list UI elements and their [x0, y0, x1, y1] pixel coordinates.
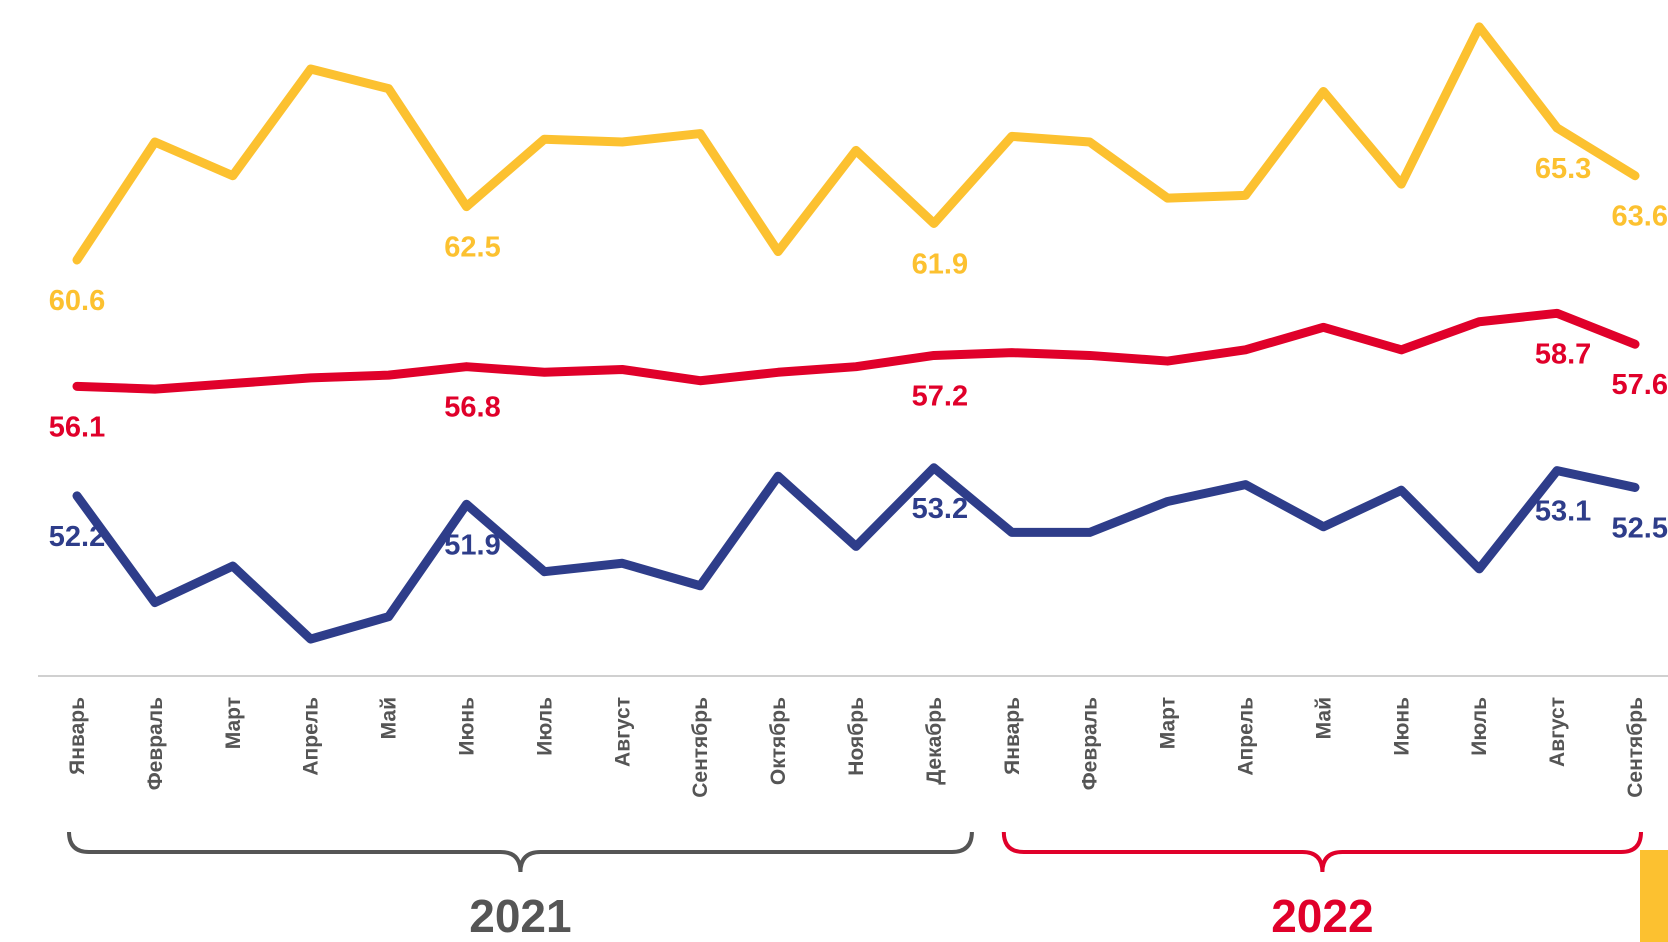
series-line: [72, 308, 1640, 394]
x-tick-label: Март: [222, 697, 245, 749]
x-tick-label: Май: [1312, 697, 1335, 739]
period-label: 2022: [1271, 890, 1373, 942]
x-tick-label: Август: [1546, 697, 1569, 767]
data-label: 56.1: [49, 411, 105, 443]
data-label: 65.3: [1535, 153, 1591, 185]
x-tick-label: Февраль: [1079, 697, 1102, 790]
x-tick-label: Июль: [1468, 697, 1491, 756]
data-label: 60.6: [49, 285, 105, 317]
x-tick-label: Август: [611, 697, 634, 767]
x-tick-label: Декабрь: [923, 697, 946, 785]
corner-decoration: [1640, 850, 1668, 942]
x-tick-label: Апрель: [300, 697, 323, 776]
x-tick-label: Март: [1157, 697, 1180, 749]
period-label: 2021: [469, 890, 571, 942]
data-label: 61.9: [912, 248, 968, 280]
data-label: 57.2: [912, 380, 968, 412]
data-label: 58.7: [1535, 338, 1591, 370]
x-tick-label: Июль: [533, 697, 556, 756]
data-label: 57.6: [1612, 369, 1668, 401]
x-tick-label: Ноябрь: [845, 697, 868, 776]
period-bracket: [67, 831, 974, 873]
data-label: 63.6: [1612, 201, 1668, 233]
data-label: 52.2: [49, 521, 105, 553]
series-line: [72, 22, 1640, 265]
x-tick-label: Май: [378, 697, 401, 739]
data-label: 53.2: [912, 493, 968, 525]
x-tick-label: Январь: [1001, 697, 1024, 775]
x-tick-label: Июнь: [456, 697, 479, 756]
series-line: [72, 463, 1640, 644]
data-label: 62.5: [444, 232, 500, 264]
data-label: 56.8: [444, 392, 500, 424]
x-tick-label: Апрель: [1235, 697, 1258, 776]
x-tick-label: Сентябрь: [1624, 697, 1647, 798]
data-label: 51.9: [444, 529, 500, 561]
x-tick-label: Февраль: [144, 697, 167, 790]
x-tick-label: Сентябрь: [689, 697, 712, 798]
x-tick-label: Январь: [66, 697, 89, 775]
x-tick-label: Июнь: [1390, 697, 1413, 756]
data-label: 52.5: [1612, 512, 1668, 544]
data-label: 53.1: [1535, 496, 1591, 528]
x-tick-label: Октябрь: [767, 697, 790, 785]
period-bracket: [1001, 831, 1643, 873]
